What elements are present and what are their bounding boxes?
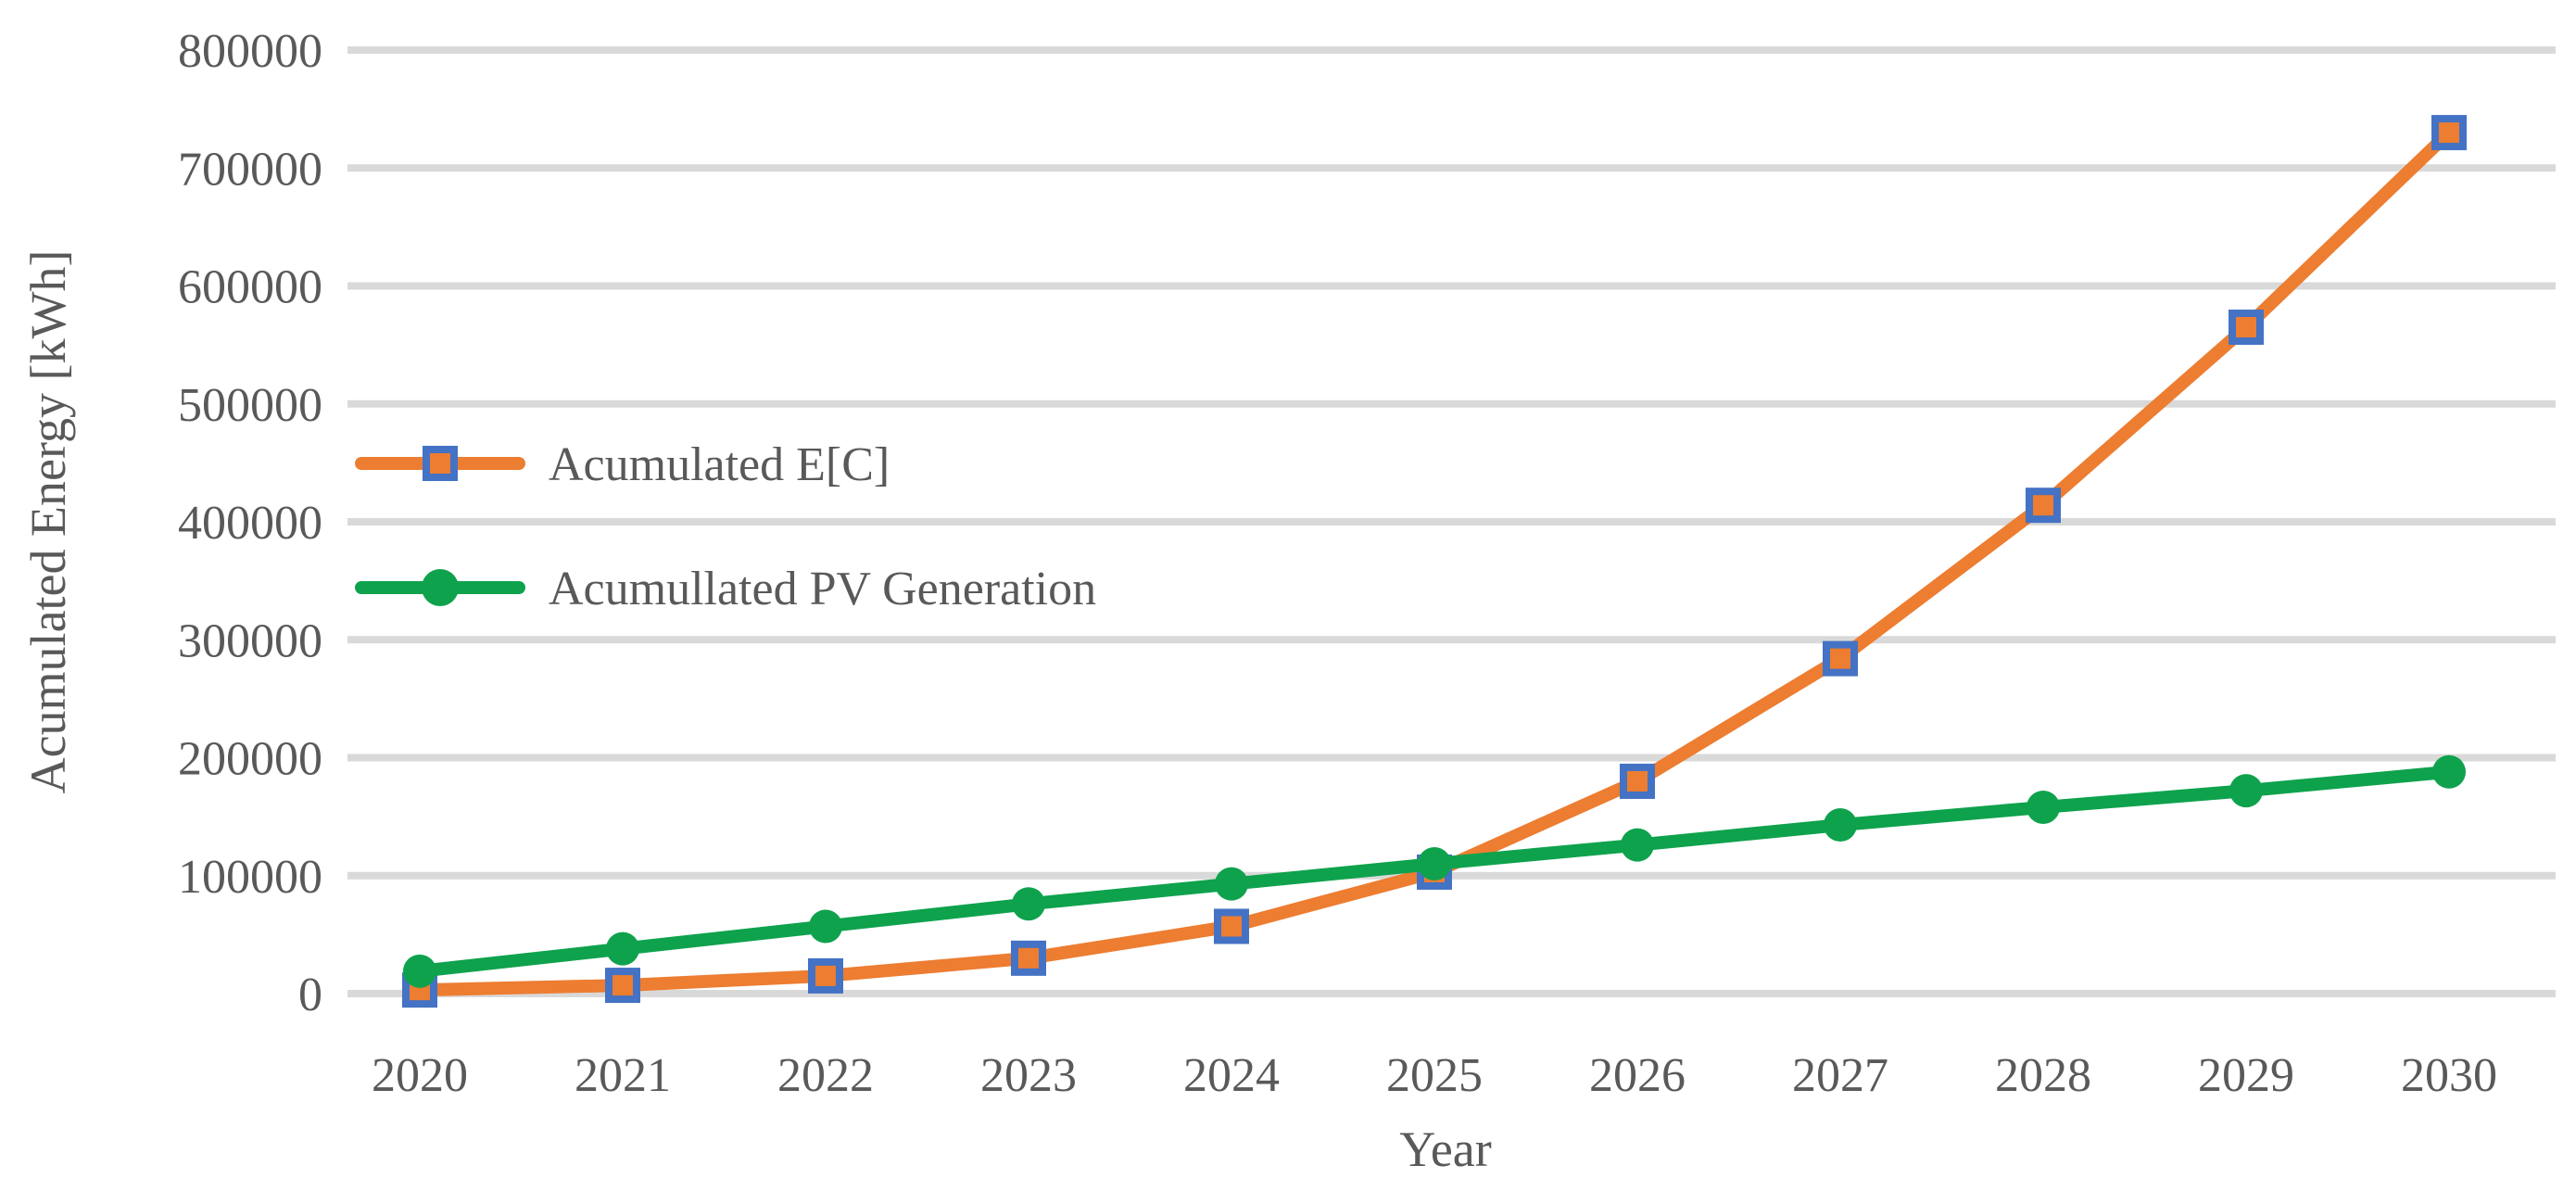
x-tick-label: 2022 <box>777 1049 874 1102</box>
series-pv-generation-marker <box>1012 887 1045 921</box>
x-tick-labels: 2020 2021 2022 2023 2024 2025 2026 2027 2028 2029… <box>372 1049 2497 1102</box>
series-pv-generation-marker <box>1418 847 1451 881</box>
series-pv-generation-marker <box>1215 867 1248 901</box>
y-tick-label: 100000 <box>178 851 322 904</box>
series-pv-generation-marker <box>606 931 639 966</box>
x-tick-label: 2029 <box>2198 1049 2294 1102</box>
x-axis-title: Year <box>1399 1121 1492 1177</box>
x-tick-label: 2028 <box>1995 1049 2091 1102</box>
legend-label-acumulated-ec: Acumulated E[C] <box>549 438 890 491</box>
series-pv-generation-marker <box>1824 808 1857 843</box>
y-tick-label: 800000 <box>178 25 322 78</box>
x-tick-label: 2025 <box>1386 1049 1483 1102</box>
series-pv-generation-marker <box>403 954 436 988</box>
y-tick-labels: 0 100000 200000 300000 400000 500000 600000 700… <box>178 25 322 1021</box>
series-pv-generation-marker <box>809 909 842 944</box>
series-pv-generation-marker <box>1621 828 1654 862</box>
series-acumulated-ec-marker <box>1620 763 1655 799</box>
y-tick-label: 200000 <box>178 733 322 786</box>
series-acumulated-ec-marker <box>605 968 640 1004</box>
series-layer <box>402 115 2467 1008</box>
legend: Acumulated E[C] Acumullated PV Generatio… <box>355 438 1096 615</box>
series-pv-generation-marker <box>2027 790 2060 824</box>
x-tick-label: 2024 <box>1183 1049 1280 1102</box>
y-tick-label: 300000 <box>178 615 322 667</box>
x-tick-label: 2020 <box>372 1049 468 1102</box>
y-tick-label: 400000 <box>178 497 322 550</box>
y-tick-label: 0 <box>298 969 322 1021</box>
y-tick-label: 500000 <box>178 379 322 432</box>
gridlines-layer <box>347 46 2556 997</box>
x-tick-label: 2030 <box>2401 1049 2497 1102</box>
y-tick-label: 600000 <box>178 261 322 314</box>
x-tick-label: 2021 <box>575 1049 671 1102</box>
series-pv-generation-marker <box>2432 754 2466 789</box>
legend-graphics <box>355 446 525 606</box>
series-acumulated-ec-marker <box>808 957 843 994</box>
series-acumulated-ec-marker <box>1214 908 1249 944</box>
series-acumulated-ec-marker <box>1011 940 1046 976</box>
series-acumulated-ec-marker <box>2431 115 2467 151</box>
x-tick-label: 2027 <box>1792 1049 1888 1102</box>
x-tick-label: 2023 <box>980 1049 1077 1102</box>
series-acumulated-ec-marker <box>1823 640 1858 677</box>
legend-marker-square-icon <box>423 446 458 481</box>
series-pv-generation-marker <box>2229 774 2263 808</box>
legend-label-pv-generation: Acumullated PV Generation <box>549 563 1096 615</box>
legend-marker-circle-icon <box>422 569 459 606</box>
series-acumulated-ec-marker <box>2229 310 2264 346</box>
series-acumulated-ec-marker <box>2026 488 2061 524</box>
y-axis-title: Acumulated Energy [kWh] <box>20 250 76 794</box>
y-tick-label: 700000 <box>178 143 322 196</box>
x-tick-label: 2026 <box>1589 1049 1686 1102</box>
